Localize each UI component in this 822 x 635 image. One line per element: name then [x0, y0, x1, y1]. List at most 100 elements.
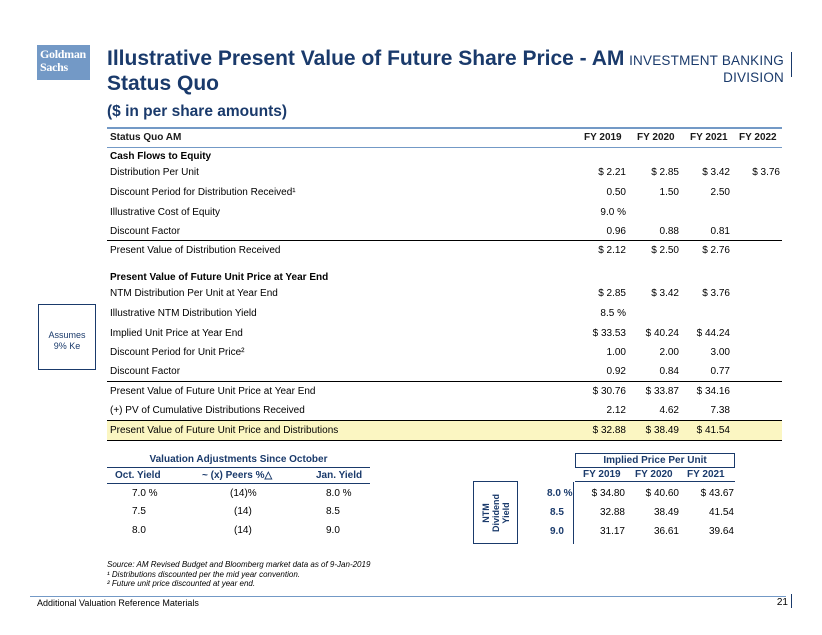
cell: $ 3.76 [752, 167, 780, 178]
cell: 0.92 [606, 366, 626, 377]
table-row: Discount Factor 0.96 0.88 0.81 [107, 222, 782, 241]
cell: $ 2.50 [651, 245, 679, 256]
cell: 3.00 [710, 347, 730, 358]
yield-label: 8.5 [550, 507, 564, 518]
ip-col-fy2021: FY 2021 [687, 469, 725, 480]
cell: 8.0 % [326, 488, 352, 499]
col-fy2019: FY 2019 [584, 132, 622, 143]
section-label: Present Value of Future Unit Price at Ye… [110, 272, 329, 283]
page-subtitle: ($ in per share amounts) [107, 103, 288, 120]
cell: $ 43.67 [700, 488, 734, 499]
footer-rule [30, 596, 786, 597]
valuation-header-row: Oct. Yield ~ (x) Peers %△ Jan. Yield [107, 467, 370, 484]
cell: 7.38 [710, 405, 730, 416]
yield-axis-divider [573, 482, 574, 544]
cell: 7.0 % [132, 488, 158, 499]
cell: $ 40.24 [645, 328, 679, 339]
row-label: NTM Distribution Per Unit at Year End [110, 288, 278, 299]
footnote-1: ¹ Distributions discounted per the mid y… [107, 570, 300, 579]
ip-col-fy2020: FY 2020 [635, 469, 673, 480]
assumes-line-2: 9% Ke [53, 341, 81, 351]
row-label: Illustrative Cost of Equity [110, 207, 221, 218]
row-label: (+) PV of Cumulative Distributions Recei… [110, 405, 305, 416]
cell: 9.0 % [600, 207, 626, 218]
cell: $ 33.87 [645, 386, 679, 397]
cell: $ 34.80 [591, 488, 625, 499]
cell: 41.54 [708, 507, 734, 518]
page-number: 21 [776, 597, 788, 608]
section-heading-cash-flows: Cash Flows to Equity [107, 147, 782, 166]
cell: $ 41.54 [696, 425, 730, 436]
cell: 36.61 [653, 526, 679, 537]
cell: $ 2.85 [598, 288, 626, 299]
cell: 2.00 [659, 347, 679, 358]
cell: 2.50 [710, 187, 730, 198]
footnote-2: ² Future unit price discounted at year e… [107, 579, 256, 588]
source-note: Source: AM Revised Budget and Bloomberg … [107, 560, 371, 569]
table-row-total: Present Value of Future Unit Price at Ye… [107, 381, 782, 401]
page-title: Illustrative Present Value of Future Sha… [107, 47, 625, 95]
cell: 31.17 [599, 526, 625, 537]
row-label: Discount Period for Distribution Receive… [110, 187, 296, 198]
table-row-highlighted-total: Present Value of Future Unit Price and D… [107, 420, 782, 441]
row-label: Present Value of Distribution Received [110, 245, 281, 256]
cell: (14) [234, 506, 252, 517]
cell: 0.81 [710, 226, 730, 237]
table-row: Discount Factor 0.92 0.84 0.77 [107, 362, 782, 381]
ntm-axis-text: NTM Dividend Yield [481, 493, 511, 531]
goldman-sachs-logo: Goldman Sachs [37, 45, 90, 80]
valuation-body: 7.0 % (14)% 8.0 % 7.5 (14) 8.5 8.0 (14) … [107, 485, 370, 545]
table-header-row: Status Quo AM FY 2019 FY 2020 FY 2021 FY… [107, 129, 782, 148]
cell: 0.96 [606, 226, 626, 237]
yield-label: 8.0 % [547, 488, 573, 499]
cell: $ 2.21 [598, 167, 626, 178]
cell: $ 33.53 [592, 328, 626, 339]
cell: $ 38.49 [645, 425, 679, 436]
division-line-1: INVESTMENT BANKING [629, 53, 784, 68]
implied-price-header: FY 2019 FY 2020 FY 2021 [575, 468, 735, 482]
footer-label: Additional Valuation Reference Materials [37, 598, 199, 608]
col-title: Status Quo AM [110, 132, 182, 143]
table-row: (+) PV of Cumulative Distributions Recei… [107, 401, 782, 420]
table-row: NTM Distribution Per Unit at Year End $ … [107, 284, 782, 303]
ntm-dividend-yield-label: NTM Dividend Yield [473, 481, 518, 544]
col-fy2020: FY 2020 [637, 132, 675, 143]
cell: $ 44.24 [696, 328, 730, 339]
cell: 38.49 [653, 507, 679, 518]
row-label: Implied Unit Price at Year End [110, 328, 243, 339]
implied-price-body: 8.0 % $ 34.80 $ 40.60 $ 43.67 8.5 32.88 … [520, 482, 790, 544]
division-divider [791, 52, 792, 77]
cell: 0.50 [606, 187, 626, 198]
cell: $ 30.76 [592, 386, 626, 397]
row-label: Discount Factor [110, 366, 181, 377]
cell: (14)% [230, 488, 257, 499]
section-heading-future-price: Present Value of Future Unit Price at Ye… [107, 268, 782, 287]
assumes-line-1: Assumes [48, 330, 86, 340]
valuation-adjustments-title: Valuation Adjustments Since October [149, 454, 328, 465]
cell: $ 2.85 [651, 167, 679, 178]
table-row-total: Present Value of Distribution Received $… [107, 240, 782, 260]
row-label: Illustrative NTM Distribution Yield [110, 308, 257, 319]
peers-header: ~ (x) Peers %△ [202, 470, 273, 481]
logo-line-2: Sachs [40, 60, 68, 74]
cell: 0.88 [659, 226, 679, 237]
section-label: Cash Flows to Equity [110, 151, 212, 162]
col-fy2021: FY 2021 [690, 132, 728, 143]
table-row: Discount Period for Unit Price² 1.00 2.0… [107, 343, 782, 362]
cell: 0.77 [710, 366, 730, 377]
ntm-axis-line-2: Dividend [490, 493, 501, 532]
row-label: Present Value of Future Unit Price and D… [110, 425, 339, 436]
cell: 32.88 [599, 507, 625, 518]
cell: 8.5 [326, 506, 340, 517]
division-line-2: DIVISION [723, 70, 784, 85]
cell: (14) [234, 525, 252, 536]
cell: $ 2.12 [598, 245, 626, 256]
yield-label: 9.0 [550, 526, 564, 537]
table-row: Implied Unit Price at Year End $ 33.53 $… [107, 324, 782, 343]
cell: $ 32.88 [592, 425, 626, 436]
cell: $ 3.42 [651, 288, 679, 299]
oct-yield-header: Oct. Yield [115, 470, 161, 481]
assumes-callout: Assumes 9% Ke [38, 304, 96, 370]
cell: 2.12 [606, 405, 626, 416]
cell: 39.64 [708, 526, 734, 537]
